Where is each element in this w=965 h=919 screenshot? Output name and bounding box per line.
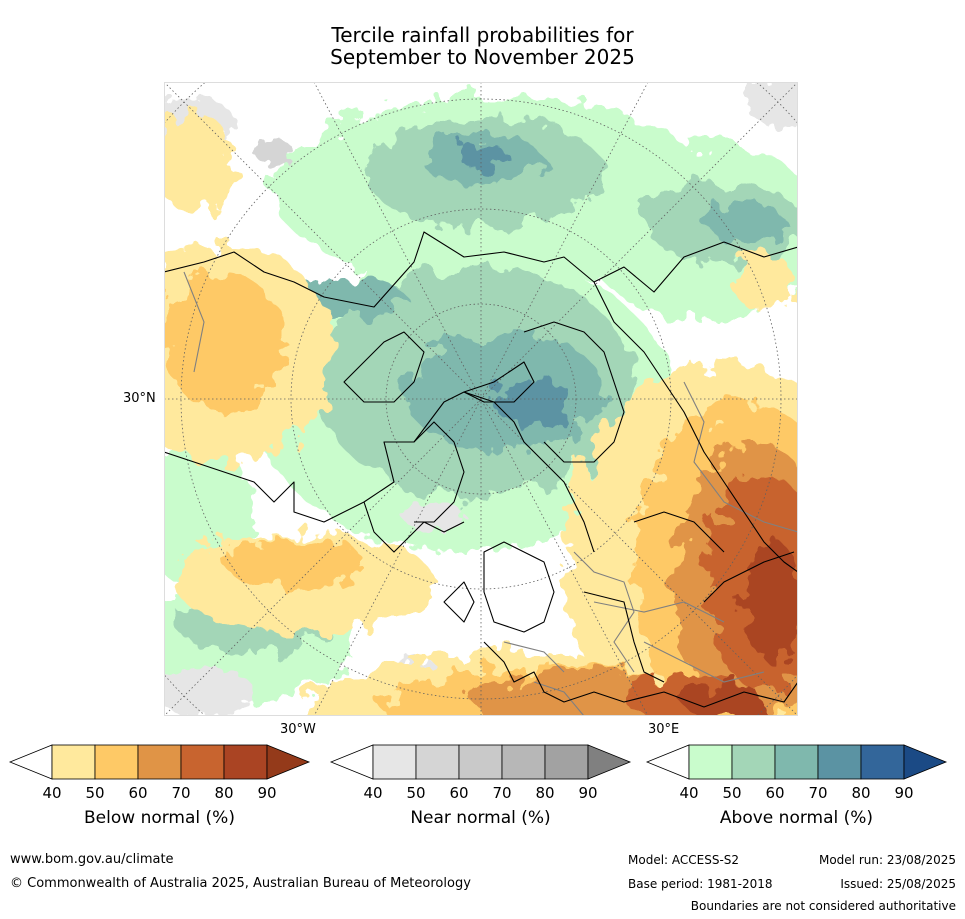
- bom-url: www.bom.gov.au/climate: [10, 852, 174, 867]
- model-name: Model: ACCESS-S2: [628, 853, 740, 867]
- colorbar-above: [645, 744, 948, 780]
- tick: 40: [679, 784, 699, 802]
- cbar-above-seg-80: [860, 744, 905, 780]
- tick: 60: [449, 784, 469, 802]
- cbar-above-seg-70: [817, 744, 862, 780]
- colorbar-below-ticks: 40 50 60 70 80 90: [8, 784, 311, 802]
- graticule: [164, 82, 798, 716]
- tick: 60: [128, 784, 148, 802]
- issued-date: Issued: 25/08/2025: [840, 877, 956, 891]
- tick: 80: [214, 784, 234, 802]
- lon-label-30e: 30°E: [648, 722, 680, 737]
- colorbar-below: [8, 744, 311, 780]
- cbar-near-seg-60: [458, 744, 503, 780]
- tick: 90: [894, 784, 914, 802]
- tick: 50: [85, 784, 105, 802]
- colorbar-near: [329, 744, 632, 780]
- tick: 70: [492, 784, 512, 802]
- tick: 70: [808, 784, 828, 802]
- tick: 50: [722, 784, 742, 802]
- country-borders: [183, 271, 798, 716]
- map-title-line2: September to November 2025: [330, 45, 635, 69]
- cbar-below-seg-60: [137, 744, 182, 780]
- tick: 40: [42, 784, 62, 802]
- cbar-near-seg-80: [544, 744, 589, 780]
- tick: 80: [851, 784, 871, 802]
- colorbar-below-label: Below normal (%): [84, 808, 235, 828]
- cbar-near-low-extend: [329, 744, 374, 780]
- boundaries-disclaimer: Boundaries are not considered authoritat…: [690, 899, 956, 913]
- tick: 90: [257, 784, 277, 802]
- colorbar-near-label: Near normal (%): [410, 808, 551, 828]
- cbar-near-seg-70: [501, 744, 546, 780]
- tick: 90: [578, 784, 598, 802]
- cbar-near-seg-50: [415, 744, 460, 780]
- cbar-above-seg-40: [688, 744, 733, 780]
- polar-map-svg: [164, 82, 798, 716]
- cbar-below-seg-50: [94, 744, 139, 780]
- map-title-line1: Tercile rainfall probabilities for: [331, 23, 634, 47]
- tick: 80: [535, 784, 555, 802]
- colorbar-near-ticks: 40 50 60 70 80 90: [329, 784, 632, 802]
- cbar-near-high-extend: [587, 744, 632, 780]
- cbar-below-seg-70: [180, 744, 225, 780]
- colorbar-above-label: Above normal (%): [719, 808, 874, 828]
- copyright-text: © Commonwealth of Australia 2025, Austra…: [10, 876, 471, 891]
- tick: 60: [765, 784, 785, 802]
- cbar-below-low-extend: [8, 744, 53, 780]
- cbar-above-seg-50: [731, 744, 776, 780]
- tick: 70: [171, 784, 191, 802]
- tick: 40: [363, 784, 383, 802]
- cbar-above-seg-60: [774, 744, 819, 780]
- coastlines: [164, 231, 798, 708]
- base-period: Base period: 1981-2018: [628, 877, 773, 891]
- cbar-below-high-extend: [266, 744, 311, 780]
- cbar-near-seg-40: [372, 744, 417, 780]
- tick: 50: [406, 784, 426, 802]
- near-normal-field: [164, 82, 798, 716]
- lat-label-30n: 30°N: [123, 391, 156, 406]
- colorbar-above-ticks: 40 50 60 70 80 90: [645, 784, 948, 802]
- cbar-below-seg-40: [51, 744, 96, 780]
- cbar-above-low-extend: [645, 744, 690, 780]
- model-run-date: Model run: 23/08/2025: [818, 853, 956, 867]
- cbar-above-high-extend: [903, 744, 948, 780]
- rainfall-probability-map: [164, 82, 798, 716]
- cbar-below-seg-80: [223, 744, 268, 780]
- lon-label-30w: 30°W: [280, 722, 316, 737]
